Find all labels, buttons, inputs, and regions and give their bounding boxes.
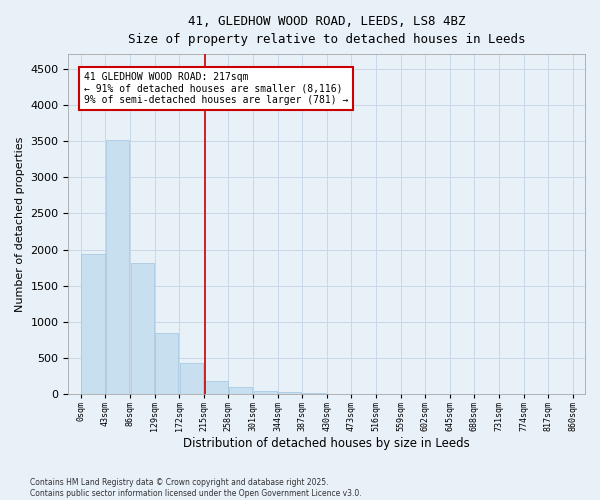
Bar (229, 388, 252, 394)
Bar (155, 333, 178, 394)
Text: Contains HM Land Registry data © Crown copyright and database right 2025.
Contai: Contains HM Land Registry data © Crown c… (30, 478, 362, 498)
Bar (278, 392, 301, 394)
Bar (254, 390, 277, 394)
Text: 41 GLEDHOW WOOD ROAD: 217sqm
← 91% of detached houses are smaller (8,116)
9% of : 41 GLEDHOW WOOD ROAD: 217sqm ← 91% of de… (83, 72, 348, 106)
Bar (180, 364, 203, 394)
Title: 41, GLEDHOW WOOD ROAD, LEEDS, LS8 4BZ
Size of property relative to detached hous: 41, GLEDHOW WOOD ROAD, LEEDS, LS8 4BZ Si… (128, 15, 526, 46)
Bar (205, 380, 227, 394)
Bar (106, 140, 129, 394)
X-axis label: Distribution of detached houses by size in Leeds: Distribution of detached houses by size … (184, 437, 470, 450)
Bar (82, 254, 104, 394)
Bar (131, 262, 154, 394)
Y-axis label: Number of detached properties: Number of detached properties (15, 136, 25, 312)
